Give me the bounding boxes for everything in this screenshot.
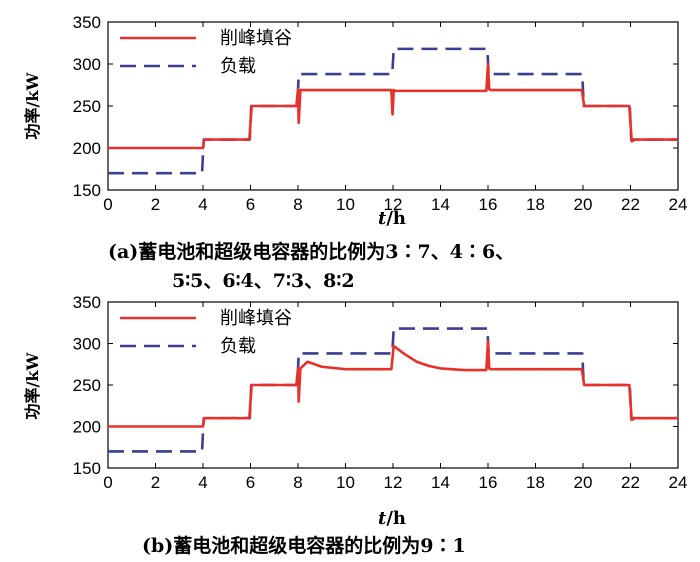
x-tick-label: 0 bbox=[103, 473, 112, 492]
x-tick-label: 16 bbox=[479, 195, 498, 214]
y-tick-label: 300 bbox=[73, 335, 101, 354]
peak-shaving-series-line bbox=[108, 62, 678, 150]
x-tick-label: 22 bbox=[621, 473, 640, 492]
x-tick-label: 22 bbox=[621, 195, 640, 214]
x-tick-label: 6 bbox=[246, 473, 255, 492]
x-tick-label: 10 bbox=[336, 195, 355, 214]
chart-panel-a: 功率/kW 0 2 4 6 8 10 12 14 16 18 20 22 241502002503003… bbox=[23, 13, 687, 292]
x-tick-label: 12 bbox=[384, 195, 403, 214]
x-tick-label: 16 bbox=[479, 473, 498, 492]
x-axis-label: t/h bbox=[378, 208, 406, 229]
y-tick-label: 150 bbox=[73, 459, 101, 478]
x-tick-label: 18 bbox=[526, 195, 545, 214]
x-axis-label: t/h bbox=[378, 508, 406, 529]
legend-label: 负载 bbox=[220, 336, 256, 357]
x-tick-label: 20 bbox=[574, 195, 593, 214]
x-tick-label: 24 bbox=[669, 473, 688, 492]
peak-shaving-series-line bbox=[108, 339, 678, 428]
chart-panel-b: 功率/kW 0 2 4 6 8 10 12 14 16 18 20 22 241502002503003… bbox=[23, 293, 687, 557]
x-tick-label: 2 bbox=[151, 195, 160, 214]
y-tick-label: 350 bbox=[73, 13, 101, 32]
x-tick-label: 2 bbox=[151, 473, 160, 492]
x-tick-label: 20 bbox=[574, 473, 593, 492]
y-tick-label: 150 bbox=[73, 181, 101, 200]
y-tick-label: 200 bbox=[73, 418, 101, 437]
y-tick-label: 200 bbox=[73, 139, 101, 158]
legend-label: 负载 bbox=[220, 56, 256, 77]
x-tick-label: 14 bbox=[431, 195, 450, 214]
x-tick-label: 8 bbox=[293, 473, 302, 492]
legend-label: 削峰填谷 bbox=[220, 308, 292, 329]
x-tick-label: 10 bbox=[336, 473, 355, 492]
plot-area: 0 2 4 6 8 10 12 14 16 18 20 22 24150200250300350削峰填谷… bbox=[73, 13, 688, 214]
x-tick-label: 8 bbox=[293, 195, 302, 214]
y-tick-label: 350 bbox=[73, 293, 101, 312]
y-axis-label: 功率/kW bbox=[23, 352, 42, 420]
y-tick-label: 250 bbox=[73, 97, 101, 116]
panel-caption-line2: 5∶5、6∶4、7∶3、8∶2 bbox=[172, 270, 355, 292]
panel-caption-line1: (b)蓄电池和超级电容器的比例为9∶1 bbox=[142, 534, 466, 557]
plot-area: 0 2 4 6 8 10 12 14 16 18 20 22 24150200250300350削峰填谷… bbox=[73, 293, 688, 492]
x-tick-label: 14 bbox=[431, 473, 450, 492]
x-tick-label: 6 bbox=[246, 195, 255, 214]
x-tick-label: 12 bbox=[384, 473, 403, 492]
legend-label: 削峰填谷 bbox=[220, 28, 292, 49]
x-tick-label: 4 bbox=[198, 195, 207, 214]
x-tick-label: 18 bbox=[526, 473, 545, 492]
x-tick-label: 4 bbox=[198, 473, 207, 492]
x-tick-label: 0 bbox=[103, 195, 112, 214]
y-tick-label: 300 bbox=[73, 55, 101, 74]
y-tick-label: 250 bbox=[73, 376, 101, 395]
panel-caption-line1: (a)蓄电池和超级电容器的比例为3∶7、4∶6、 bbox=[108, 240, 514, 263]
y-axis-label: 功率/kW bbox=[23, 72, 42, 140]
x-tick-label: 24 bbox=[669, 195, 688, 214]
